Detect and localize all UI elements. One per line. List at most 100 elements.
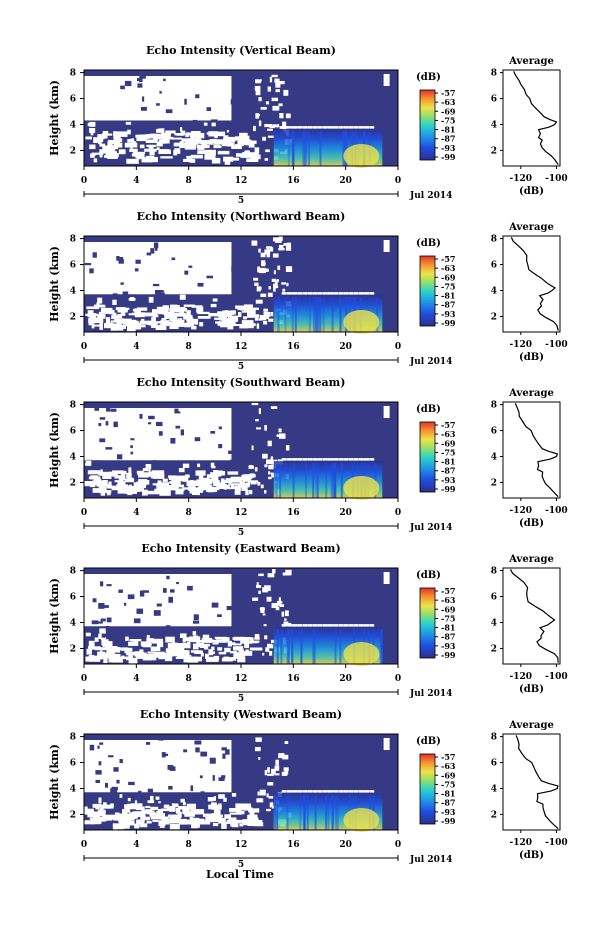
noise-speckle [95, 806, 100, 810]
noise-speckle [268, 796, 274, 799]
noise-speckle [119, 794, 123, 798]
noise-speckle [258, 318, 263, 321]
noise-speckle [144, 653, 154, 658]
melting-layer-mark [328, 790, 333, 793]
noise-speckle [218, 444, 223, 449]
melting-layer-mark [322, 790, 328, 793]
y-tick-label: 4 [70, 452, 76, 462]
average-y-tick-label: 6 [491, 261, 497, 271]
noise-speckle [100, 490, 106, 496]
noise-speckle [197, 150, 206, 154]
melting-layer-mark [297, 126, 303, 129]
x-tick-label: 20 [339, 674, 352, 684]
noise-speckle [190, 785, 194, 792]
colorbar-label: (dB) [416, 72, 441, 83]
noise-speckle [170, 137, 183, 140]
colorbar-tick-label: -81 [441, 291, 455, 301]
noise-speckle [177, 647, 185, 651]
average-title: Average [508, 388, 554, 399]
noise-speckle [186, 803, 196, 807]
noise-speckle [274, 765, 280, 771]
colorbar-tick-label: -69 [441, 604, 456, 614]
noise-speckle [106, 584, 112, 587]
rain-streak [322, 297, 325, 332]
noise-speckle [130, 145, 133, 151]
rain-streak [287, 629, 290, 664]
melting-layer-mark [302, 126, 308, 129]
date-tick-label: 5 [238, 362, 244, 372]
noise-speckle [272, 124, 280, 128]
noise-speckle [101, 804, 111, 809]
noise-speckle [130, 445, 133, 449]
noise-speckle [91, 620, 99, 625]
noise-speckle [94, 317, 104, 323]
noise-speckle [256, 286, 261, 292]
x-tick-label: 20 [339, 508, 352, 518]
noise-speckle [234, 239, 240, 243]
noise-speckle [160, 156, 173, 159]
average-y-tick-label: 8 [491, 69, 497, 79]
noise-speckle [99, 138, 104, 142]
noise-speckle [246, 307, 259, 310]
noise-speckle [141, 809, 148, 814]
noise-speckle [125, 636, 129, 641]
noise-speckle [281, 611, 285, 617]
noise-speckle [137, 471, 143, 475]
date-label: Jul 2014 [409, 523, 452, 533]
noise-speckle [99, 324, 103, 330]
noise-speckle [286, 282, 289, 287]
noise-speckle [239, 646, 244, 650]
average-y-tick-label: 4 [491, 452, 497, 462]
noise-speckle [88, 322, 92, 326]
noise-speckle [129, 321, 138, 328]
noise-speckle [168, 786, 173, 790]
noise-speckle [146, 252, 152, 256]
average-frame [502, 69, 561, 167]
average-frame [502, 733, 561, 831]
noise-speckle [235, 305, 247, 309]
noise-speckle [192, 656, 202, 662]
noise-speckle [121, 485, 134, 492]
noise-speckle [200, 485, 205, 491]
y-tick-label: 2 [70, 312, 76, 322]
noise-speckle [255, 79, 261, 84]
average-profile-panel: Average 2 4 6 8 -120 -100(dB) [491, 554, 568, 695]
noise-speckle [116, 256, 120, 261]
noise-speckle [265, 315, 269, 319]
noise-speckle [238, 139, 252, 146]
noise-speckle [245, 489, 249, 496]
noise-speckle [218, 484, 230, 489]
noise-speckle [279, 113, 284, 119]
rain-streak [303, 795, 306, 830]
noise-speckle [206, 107, 212, 111]
y-axis-label: Height (km) [48, 412, 61, 488]
noise-speckle [275, 89, 280, 93]
noise-speckle [238, 806, 251, 810]
average-y-tick-label: 6 [491, 593, 497, 603]
x-tick-label: 0 [81, 840, 87, 850]
noise-speckle [132, 405, 138, 408]
noise-speckle [199, 322, 204, 327]
y-tick-label: 4 [70, 784, 76, 794]
rain-streak [334, 795, 337, 830]
y-tick-label: 6 [70, 593, 76, 603]
x-tick-label: 20 [339, 840, 352, 850]
noise-speckle [94, 407, 100, 411]
rain-streak [276, 629, 279, 664]
melting-layer-mark [297, 790, 303, 793]
noise-speckle [255, 747, 261, 752]
noise-speckle [113, 131, 117, 137]
noise-speckle [175, 807, 181, 814]
noise-speckle [271, 603, 277, 608]
noise-speckle [136, 819, 145, 825]
noise-speckle [247, 314, 260, 318]
average-y-tick-label: 4 [491, 286, 497, 296]
noise-speckle [264, 464, 268, 468]
noise-speckle [156, 141, 163, 147]
y-tick-label: 2 [70, 644, 76, 654]
average-x-tick-label: -100 [545, 506, 568, 516]
noise-speckle [106, 150, 111, 156]
melting-layer-mark [297, 292, 303, 295]
noise-speckle [101, 639, 109, 646]
colorbar-tick-label: -93 [441, 309, 456, 319]
